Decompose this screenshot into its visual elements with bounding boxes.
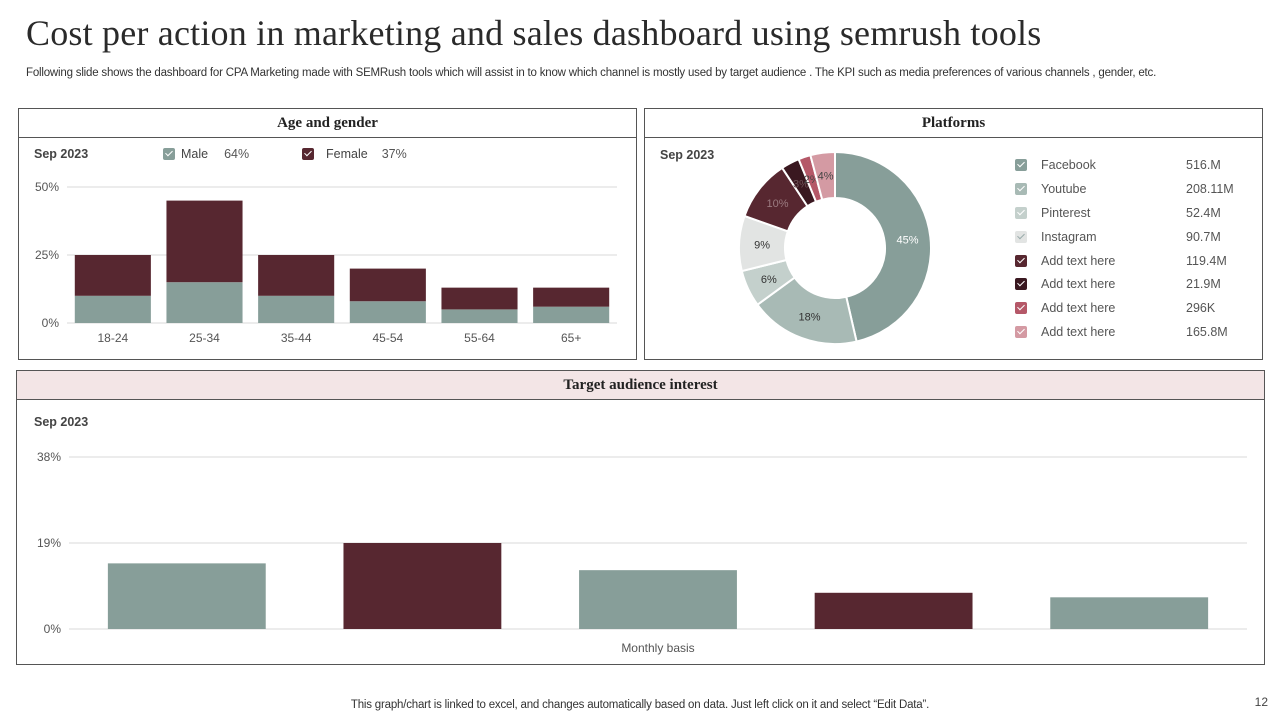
- page-subtitle: Following slide shows the dashboard for …: [26, 67, 1157, 79]
- interest-panel: Target audience interest Sep 2023 0% 19% 3…: [16, 370, 1265, 665]
- platform-legend-item[interactable]: Pinterest 52.4M: [1015, 201, 1266, 225]
- platform-name: Add text here: [1041, 277, 1116, 292]
- platforms-panel: Platforms Sep 2023 45% 18% 6% 9% 10% 3% 2% 4% F…: [644, 108, 1263, 360]
- platform-name: Add text here: [1041, 325, 1116, 340]
- legend-male-label: Male: [181, 147, 209, 161]
- bar-male: [441, 309, 518, 323]
- donut-slice: [809, 150, 836, 201]
- platforms-heading: Platforms: [645, 109, 1262, 138]
- bar-female: [349, 268, 426, 302]
- platform-value: 296K: [1186, 301, 1216, 316]
- platform-legend-item[interactable]: Youtube 208.11M: [1015, 177, 1266, 201]
- platform-value: 516.M: [1186, 157, 1221, 172]
- bar-male: [166, 282, 243, 323]
- legend-female-value: 37%: [381, 147, 407, 161]
- platform-name: Facebook: [1041, 157, 1096, 172]
- platform-value: 90.7M: [1186, 229, 1221, 244]
- x-tick-label: 45-54: [372, 331, 403, 345]
- y-tick-label: 0%: [42, 316, 60, 330]
- legend-female[interactable]: Female 37%: [302, 147, 407, 161]
- platform-value: 119.4M: [1186, 253, 1227, 268]
- y-tick-label: 19%: [37, 536, 61, 550]
- donut-slice-label: 45%: [897, 235, 919, 247]
- platform-name: Add text here: [1041, 253, 1116, 268]
- interest-bar: [343, 543, 502, 629]
- platforms-period: Sep 2023: [660, 148, 715, 162]
- interest-bar: [107, 563, 266, 629]
- x-tick-label: 55-64: [464, 331, 495, 345]
- y-tick-label: 25%: [35, 248, 59, 262]
- age-gender-heading: Age and gender: [19, 109, 636, 138]
- legend-checkbox-icon[interactable]: [1015, 254, 1027, 267]
- x-tick-label: 25-34: [189, 331, 220, 345]
- donut-slice-label: 4%: [818, 171, 834, 183]
- bar-female: [258, 255, 335, 296]
- platform-name: Add text here: [1041, 301, 1116, 316]
- platform-legend-item[interactable]: Facebook 516.M: [1015, 153, 1266, 177]
- legend-male-value: 64%: [224, 147, 250, 161]
- platform-name: Instagram: [1041, 229, 1097, 244]
- legend-male[interactable]: Male 64%: [163, 147, 249, 161]
- platform-legend-item[interactable]: Add text here 119.4M: [1015, 249, 1266, 273]
- footer-note: This graph/chart is linked to excel, and…: [350, 699, 930, 711]
- bar-male: [349, 301, 426, 323]
- y-tick-label: 0%: [44, 622, 62, 636]
- bar-male: [533, 306, 610, 323]
- interest-bar: [579, 570, 737, 629]
- female-checkbox-icon[interactable]: [302, 148, 314, 160]
- bar-female: [533, 287, 610, 307]
- x-tick-label: 65+: [561, 331, 581, 345]
- legend-checkbox-icon[interactable]: [1015, 302, 1027, 315]
- interest-heading: Target audience interest: [17, 371, 1264, 400]
- interest-period: Sep 2023: [34, 415, 89, 429]
- platform-value: 21.9M: [1186, 277, 1221, 292]
- platforms-donut-chart[interactable]: 45%18%6%9%10%3%2%4%: [725, 137, 965, 359]
- bar-female: [441, 287, 518, 310]
- y-tick-label: 50%: [35, 180, 59, 194]
- platform-legend-item[interactable]: Instagram 90.7M: [1015, 225, 1266, 249]
- legend-checkbox-icon[interactable]: [1015, 182, 1027, 195]
- donut-slice-label: 10%: [766, 198, 788, 210]
- platform-legend-item[interactable]: Add text here 165.8M: [1015, 320, 1266, 344]
- legend-checkbox-icon[interactable]: [1015, 158, 1027, 171]
- platform-legend-item[interactable]: Add text here 296K: [1015, 296, 1266, 320]
- donut-slice-label: 9%: [754, 239, 770, 251]
- platforms-legend: Facebook 516.M Youtube 208.11M Pinterest 52.4…: [1015, 153, 1266, 344]
- x-tick-label: 35-44: [281, 331, 312, 345]
- bar-female: [74, 255, 151, 296]
- age-gender-period: Sep 2023: [34, 147, 89, 161]
- platform-value: 165.8M: [1186, 325, 1228, 340]
- x-axis-label: Monthly basis: [621, 641, 694, 655]
- bar-male: [74, 295, 151, 323]
- platform-name: Pinterest: [1041, 205, 1091, 220]
- donut-slice-label: 3%: [793, 178, 809, 190]
- donut-slice: [834, 150, 932, 343]
- bar-male: [258, 295, 335, 323]
- legend-female-label: Female: [326, 147, 368, 161]
- page-number: 12: [1254, 695, 1268, 709]
- y-tick-label: 38%: [37, 450, 61, 464]
- interest-bar: [1050, 597, 1209, 629]
- donut-slice-label: 18%: [799, 311, 821, 323]
- bar-female: [166, 200, 243, 283]
- page-title: Cost per action in marketing and sales d…: [26, 13, 1042, 53]
- interest-chart[interactable]: 0% 19% 38% Monthly basis: [17, 399, 1264, 664]
- platform-legend-item[interactable]: Add text here 21.9M: [1015, 272, 1266, 296]
- donut-slice-label: 6%: [761, 274, 777, 286]
- legend-checkbox-icon[interactable]: [1015, 206, 1027, 219]
- male-checkbox-icon[interactable]: [163, 148, 175, 160]
- legend-checkbox-icon[interactable]: [1015, 278, 1027, 291]
- age-gender-chart[interactable]: 0% 25% 50% 18-24 25-34 35-44 45-54 55-64 65+: [19, 137, 636, 359]
- platform-value: 52.4M: [1186, 205, 1221, 220]
- interest-bar: [814, 592, 973, 629]
- legend-checkbox-icon[interactable]: [1015, 326, 1027, 339]
- platform-value: 208.11M: [1186, 181, 1234, 196]
- age-gender-panel: Age and gender Sep 2023 Male 64% Female …: [18, 108, 637, 360]
- legend-checkbox-icon[interactable]: [1015, 230, 1027, 243]
- platform-name: Youtube: [1041, 181, 1087, 196]
- x-tick-label: 18-24: [97, 331, 128, 345]
